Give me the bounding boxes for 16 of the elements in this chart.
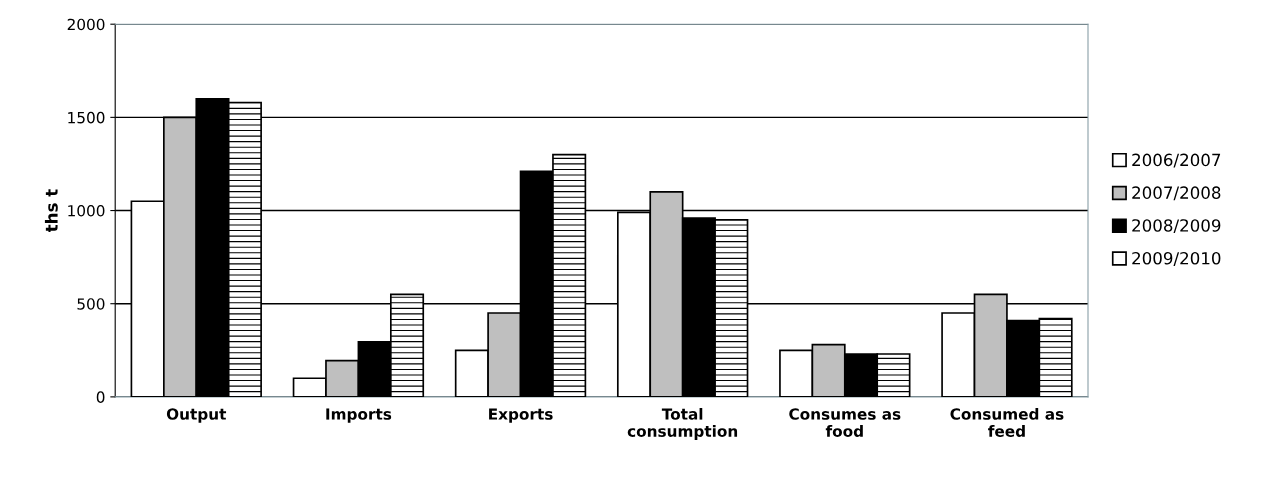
legend-label: 2006/2007 bbox=[1132, 153, 1221, 168]
y-tick-label: 500 bbox=[77, 298, 105, 310]
y-tick-label: 1000 bbox=[68, 205, 105, 217]
y-axis-title: ths t bbox=[44, 189, 58, 233]
legend-label: 2007/2008 bbox=[1132, 186, 1221, 201]
x-tick-label: Consumes as food bbox=[789, 408, 901, 437]
x-tick-label: Exports bbox=[489, 408, 553, 423]
x-tick-label: Total consumption bbox=[627, 407, 738, 440]
y-tick-label: 0 bbox=[96, 391, 105, 403]
legend-label: 2008/2009 bbox=[1132, 219, 1221, 234]
x-tick-label: Imports bbox=[326, 408, 392, 423]
legend-label: 2009/2010 bbox=[1132, 251, 1221, 266]
x-tick-label: Output bbox=[166, 408, 227, 423]
x-tick-label: Consumed as feed bbox=[950, 407, 1064, 437]
y-tick-label: 2000 bbox=[67, 18, 105, 31]
y-tick-label: 1500 bbox=[68, 111, 105, 124]
